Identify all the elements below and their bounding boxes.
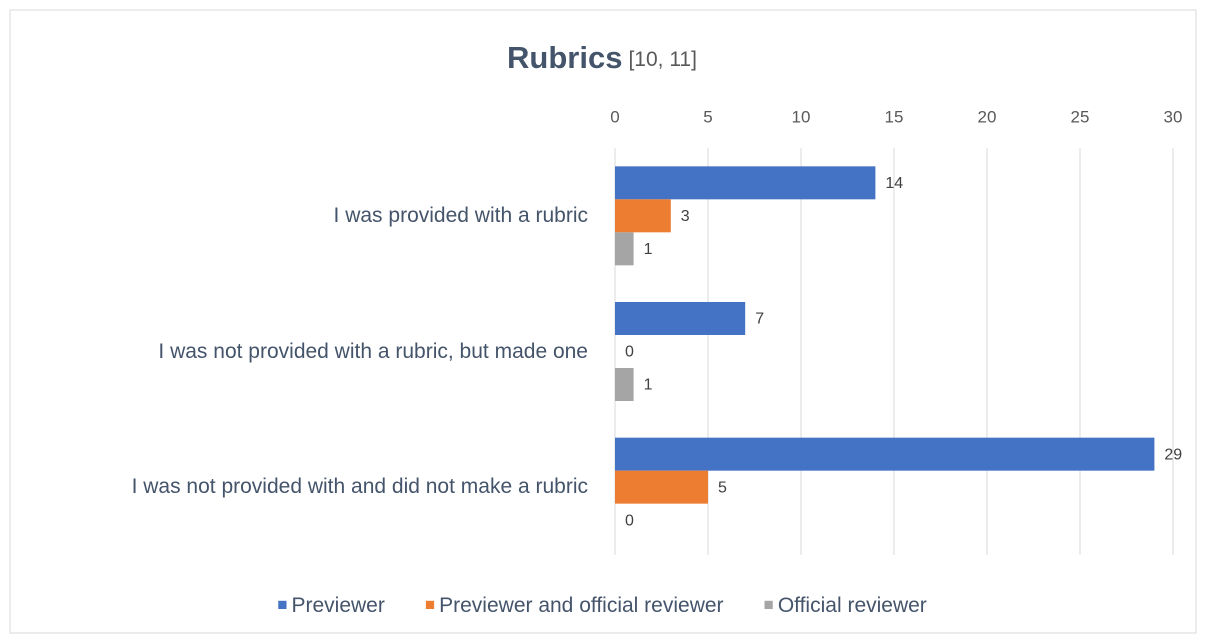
category-label-box: I was not provided with and did not make… bbox=[20, 447, 588, 527]
legend-swatch: ■ bbox=[425, 595, 435, 614]
chart-subtitle: [10, 11] bbox=[628, 48, 697, 71]
x-tick-label: 10 bbox=[792, 107, 811, 126]
category-label-wrap: I was not provided with a rubric, but ma… bbox=[20, 312, 588, 392]
bar bbox=[615, 166, 876, 200]
legend-swatch: ■ bbox=[277, 595, 287, 614]
data-label: 0 bbox=[625, 512, 634, 529]
x-tick-label: 30 bbox=[1164, 107, 1183, 126]
category-label-wrap: I was not provided with and did not make… bbox=[20, 447, 588, 527]
legend: ■ Previewer ■ Previewer and official review… bbox=[277, 594, 927, 617]
data-label: 3 bbox=[681, 208, 690, 225]
data-label: 5 bbox=[718, 479, 727, 496]
legend-label: Previewer bbox=[291, 594, 384, 617]
category-label-box: I was provided with a rubric bbox=[20, 176, 588, 256]
title-group: Rubrics [10, 11] bbox=[507, 40, 697, 75]
bar bbox=[615, 232, 634, 266]
data-label: 29 bbox=[1164, 446, 1182, 463]
x-tick-label: 25 bbox=[1071, 107, 1090, 126]
data-label: 7 bbox=[755, 311, 764, 328]
bar bbox=[615, 302, 746, 335]
category-label: I was provided with a rubric bbox=[333, 203, 588, 227]
legend-swatch: ■ bbox=[764, 595, 774, 614]
x-tick-label: 5 bbox=[703, 107, 712, 126]
data-label: 1 bbox=[644, 241, 653, 258]
x-tick-label: 20 bbox=[978, 107, 997, 126]
category-label: I was not provided with and did not make… bbox=[131, 475, 588, 499]
x-tick-label: 15 bbox=[885, 107, 904, 126]
bar bbox=[615, 437, 1155, 471]
legend-label: Official reviewer bbox=[778, 594, 927, 617]
chart-title: Rubrics bbox=[507, 40, 622, 75]
category-label-wrap: I was provided with a rubric bbox=[20, 176, 588, 256]
x-tick-label: 0 bbox=[610, 107, 619, 126]
category-label: I was not provided with a rubric, but ma… bbox=[158, 339, 588, 363]
frame bbox=[9, 9, 1197, 634]
bar bbox=[615, 199, 671, 233]
bar bbox=[615, 368, 634, 401]
data-label: 1 bbox=[644, 377, 653, 394]
data-label: 0 bbox=[625, 344, 634, 361]
bar bbox=[615, 470, 708, 504]
data-label: 14 bbox=[885, 175, 903, 192]
legend-label: Previewer and official reviewer bbox=[439, 594, 723, 617]
category-label-box: I was not provided with a rubric, but ma… bbox=[20, 312, 588, 392]
